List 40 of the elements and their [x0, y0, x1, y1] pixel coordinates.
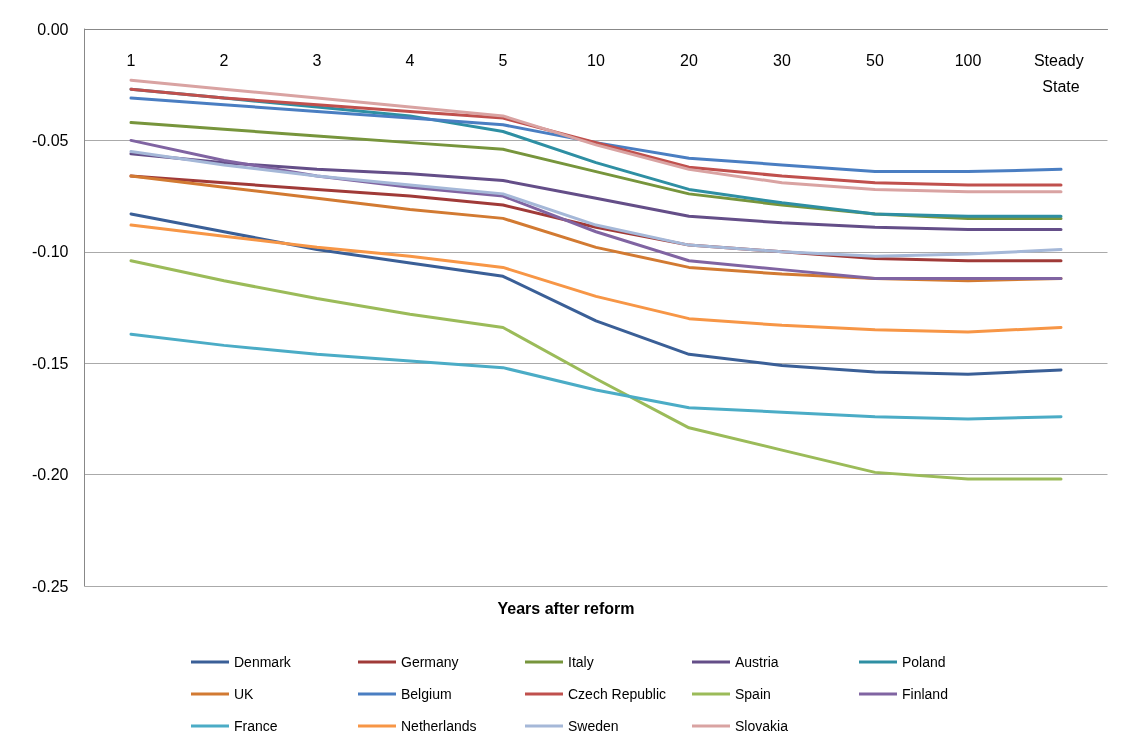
line-series	[129, 259, 1063, 481]
line-series	[129, 223, 1063, 334]
x-axis-title: Years after reform	[497, 599, 635, 617]
legend-label: Slovakia	[735, 718, 789, 734]
legend-label: Belgium	[401, 686, 452, 702]
legend-label: Poland	[902, 654, 946, 670]
legend-label: Spain	[735, 686, 771, 702]
x-tick-label: Steady State	[1033, 51, 1089, 95]
x-tick-label: 20	[680, 51, 698, 69]
x-tick-label: 50	[866, 51, 884, 69]
legend-label: Netherlands	[401, 718, 477, 734]
legend-label: France	[234, 718, 278, 734]
x-tick-label: 5	[498, 51, 508, 69]
x-tick-label: 1	[126, 51, 136, 69]
legend-label: Austria	[735, 654, 779, 670]
legend-label: Czech Republic	[568, 686, 667, 702]
x-tick-label: 3	[312, 51, 322, 69]
y-tick-label: -0.20	[32, 466, 69, 484]
line-series	[129, 138, 1063, 281]
y-tick-label: -0.05	[32, 131, 69, 149]
line-series	[129, 150, 1063, 258]
y-tick-label: 0.00	[37, 20, 69, 38]
y-tick-label: -0.10	[32, 243, 69, 261]
line-series	[129, 152, 1063, 232]
legend-label: Sweden	[568, 718, 619, 734]
x-tick-label: 100	[954, 51, 982, 69]
legend-label: Finland	[902, 686, 948, 702]
line-series	[129, 96, 1063, 174]
legend-label: Germany	[401, 654, 459, 670]
x-tick-label: 2	[219, 51, 229, 69]
line-series	[129, 212, 1063, 376]
x-tick-label: 4	[405, 51, 415, 69]
line-series	[129, 332, 1063, 421]
x-tick-label: 10	[587, 51, 605, 69]
legend-label: Denmark	[234, 654, 292, 670]
y-tick-label: -0.25	[32, 577, 69, 595]
x-tick-label: 30	[773, 51, 791, 69]
legend-label: Italy	[568, 654, 594, 670]
y-tick-label: -0.15	[32, 354, 69, 372]
legend-label: UK	[234, 686, 255, 702]
